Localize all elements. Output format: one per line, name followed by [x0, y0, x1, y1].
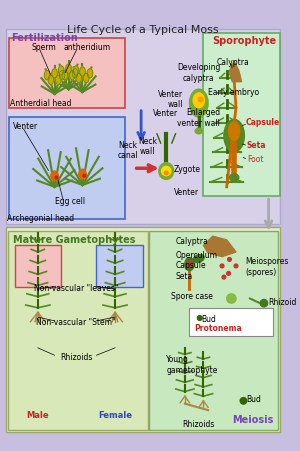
Bar: [8, 231, 148, 430]
Bar: [9, 118, 125, 220]
Bar: [6, 30, 280, 225]
Ellipse shape: [260, 300, 268, 307]
Text: Sperm: Sperm: [31, 42, 56, 51]
Ellipse shape: [59, 71, 65, 81]
Ellipse shape: [194, 255, 204, 263]
Ellipse shape: [227, 272, 230, 276]
Text: Bud: Bud: [246, 394, 261, 403]
Text: Fertilization: Fertilization: [11, 33, 78, 43]
Ellipse shape: [48, 76, 54, 85]
Bar: [9, 39, 125, 109]
Ellipse shape: [51, 172, 58, 181]
Ellipse shape: [159, 163, 174, 180]
Text: Meiosis: Meiosis: [232, 414, 273, 424]
Ellipse shape: [73, 67, 79, 76]
Text: Mature Gametophytes: Mature Gametophytes: [13, 235, 135, 245]
Text: Developing
calyptra: Developing calyptra: [177, 63, 220, 83]
Text: Sporophyte: Sporophyte: [212, 36, 276, 46]
Bar: [190, 308, 273, 336]
Ellipse shape: [87, 69, 93, 79]
Text: Zygote: Zygote: [174, 164, 201, 173]
Ellipse shape: [185, 258, 194, 271]
Text: Antherdial head: Antherdial head: [10, 99, 71, 108]
Text: Venter: Venter: [13, 121, 38, 130]
Ellipse shape: [230, 70, 238, 82]
Ellipse shape: [56, 76, 61, 85]
Ellipse shape: [58, 67, 64, 76]
Text: Rhizoid: Rhizoid: [268, 297, 297, 306]
Text: Rhizoids: Rhizoids: [183, 419, 215, 428]
Text: Neck
canal: Neck canal: [118, 141, 138, 160]
Ellipse shape: [220, 264, 224, 268]
Ellipse shape: [162, 167, 171, 176]
Text: Venter
wall: Venter wall: [158, 90, 183, 109]
Ellipse shape: [190, 90, 208, 118]
Text: Male: Male: [26, 410, 49, 419]
Bar: [149, 231, 278, 430]
Text: Life Cycle of a Typical Moss: Life Cycle of a Typical Moss: [67, 25, 219, 35]
Ellipse shape: [164, 172, 168, 175]
Text: Spore case: Spore case: [171, 291, 213, 300]
Ellipse shape: [228, 258, 231, 262]
Text: antheridium: antheridium: [64, 42, 111, 51]
Text: Rhizoids: Rhizoids: [60, 352, 92, 361]
Text: Female: Female: [98, 410, 132, 419]
Ellipse shape: [197, 316, 202, 321]
Text: Young
gametophyte: Young gametophyte: [166, 354, 218, 374]
Text: Calyptra: Calyptra: [176, 237, 208, 246]
Bar: [203, 34, 280, 197]
Ellipse shape: [55, 177, 58, 179]
Text: Enlarged
venter wall: Enlarged venter wall: [177, 108, 220, 128]
Text: Capsule: Capsule: [176, 260, 206, 269]
Bar: [6, 227, 280, 432]
Polygon shape: [230, 62, 242, 83]
Ellipse shape: [195, 129, 202, 134]
Text: Operculum: Operculum: [176, 251, 218, 260]
Text: Non-vascular "Stem": Non-vascular "Stem": [36, 318, 116, 327]
Ellipse shape: [83, 175, 86, 178]
Ellipse shape: [66, 65, 71, 74]
Ellipse shape: [229, 123, 240, 141]
Bar: [96, 246, 143, 288]
Ellipse shape: [227, 294, 236, 304]
Ellipse shape: [240, 398, 247, 404]
Ellipse shape: [52, 69, 57, 79]
Ellipse shape: [44, 71, 50, 81]
Ellipse shape: [62, 71, 68, 81]
Ellipse shape: [76, 74, 82, 83]
Ellipse shape: [80, 68, 85, 77]
Ellipse shape: [79, 170, 86, 179]
Text: Venter: Venter: [174, 188, 199, 197]
Ellipse shape: [72, 69, 78, 79]
Text: Protonema: Protonema: [194, 323, 242, 332]
Ellipse shape: [193, 94, 204, 109]
Text: Seta: Seta: [176, 271, 193, 280]
Text: Egg cell: Egg cell: [55, 197, 85, 206]
Text: Venter: Venter: [153, 109, 178, 118]
Ellipse shape: [230, 175, 239, 182]
Text: Seta: Seta: [246, 141, 266, 150]
Text: Foot: Foot: [247, 155, 264, 164]
Ellipse shape: [224, 120, 244, 152]
Text: Bud: Bud: [202, 314, 217, 323]
Polygon shape: [203, 237, 236, 257]
Text: Early embryo: Early embryo: [208, 87, 259, 97]
Text: Non-vascular "leaves": Non-vascular "leaves": [34, 283, 118, 292]
Text: Calyptra: Calyptra: [217, 57, 249, 66]
Text: Meiospores
(spores): Meiospores (spores): [245, 257, 289, 276]
Ellipse shape: [70, 71, 75, 81]
Ellipse shape: [187, 262, 192, 267]
Bar: [15, 246, 61, 288]
Text: Archegonial head: Archegonial head: [7, 213, 74, 222]
Text: Capsule: Capsule: [245, 118, 280, 127]
Ellipse shape: [198, 98, 203, 102]
Text: Neck
wall: Neck wall: [138, 136, 157, 156]
Ellipse shape: [222, 276, 226, 279]
Ellipse shape: [234, 264, 238, 268]
Ellipse shape: [83, 74, 89, 83]
